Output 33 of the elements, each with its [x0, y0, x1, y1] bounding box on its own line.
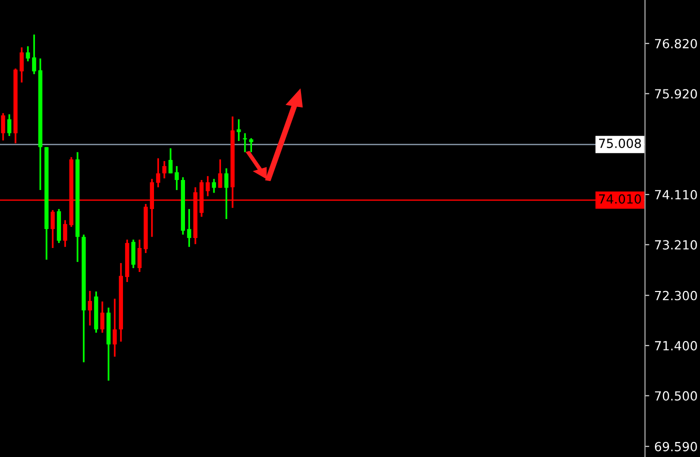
candlestick	[50, 209, 55, 249]
candlestick	[20, 46, 24, 84]
y-tick-label: 72.300	[655, 290, 697, 300]
y-tick-label: 76.820	[655, 38, 697, 48]
y-tick-label: 75.920	[655, 89, 697, 99]
candlestick	[206, 175, 210, 198]
candlestick	[224, 167, 228, 220]
candlestick	[32, 34, 36, 75]
candlestick	[187, 208, 192, 248]
y-tick-label: 73.210	[655, 240, 697, 250]
y-tick-label: 69.590	[654, 442, 697, 452]
candlestick	[26, 45, 30, 62]
candlestick	[236, 118, 241, 142]
ref-line-label: 74.010	[599, 194, 641, 204]
candlestick	[156, 157, 160, 188]
candlestick	[112, 298, 117, 358]
candlestick	[137, 238, 142, 273]
candlestick	[212, 178, 216, 194]
candlestick	[242, 132, 248, 153]
candlestick	[88, 290, 92, 326]
y-tick-label: 71.400	[655, 341, 697, 350]
candlestick	[100, 300, 104, 334]
candlestick	[1, 112, 6, 142]
candlestick	[168, 147, 173, 174]
candlestick	[63, 219, 68, 248]
y-tick-label: 70.500	[655, 391, 697, 401]
candlestick	[7, 113, 12, 137]
candlestick	[162, 160, 166, 180]
candlestick	[218, 158, 222, 189]
y-tick-label: 74.110	[655, 190, 697, 200]
candlestick	[131, 238, 136, 269]
candlestick	[174, 165, 179, 191]
ref-line-label: 75.008	[599, 138, 641, 148]
